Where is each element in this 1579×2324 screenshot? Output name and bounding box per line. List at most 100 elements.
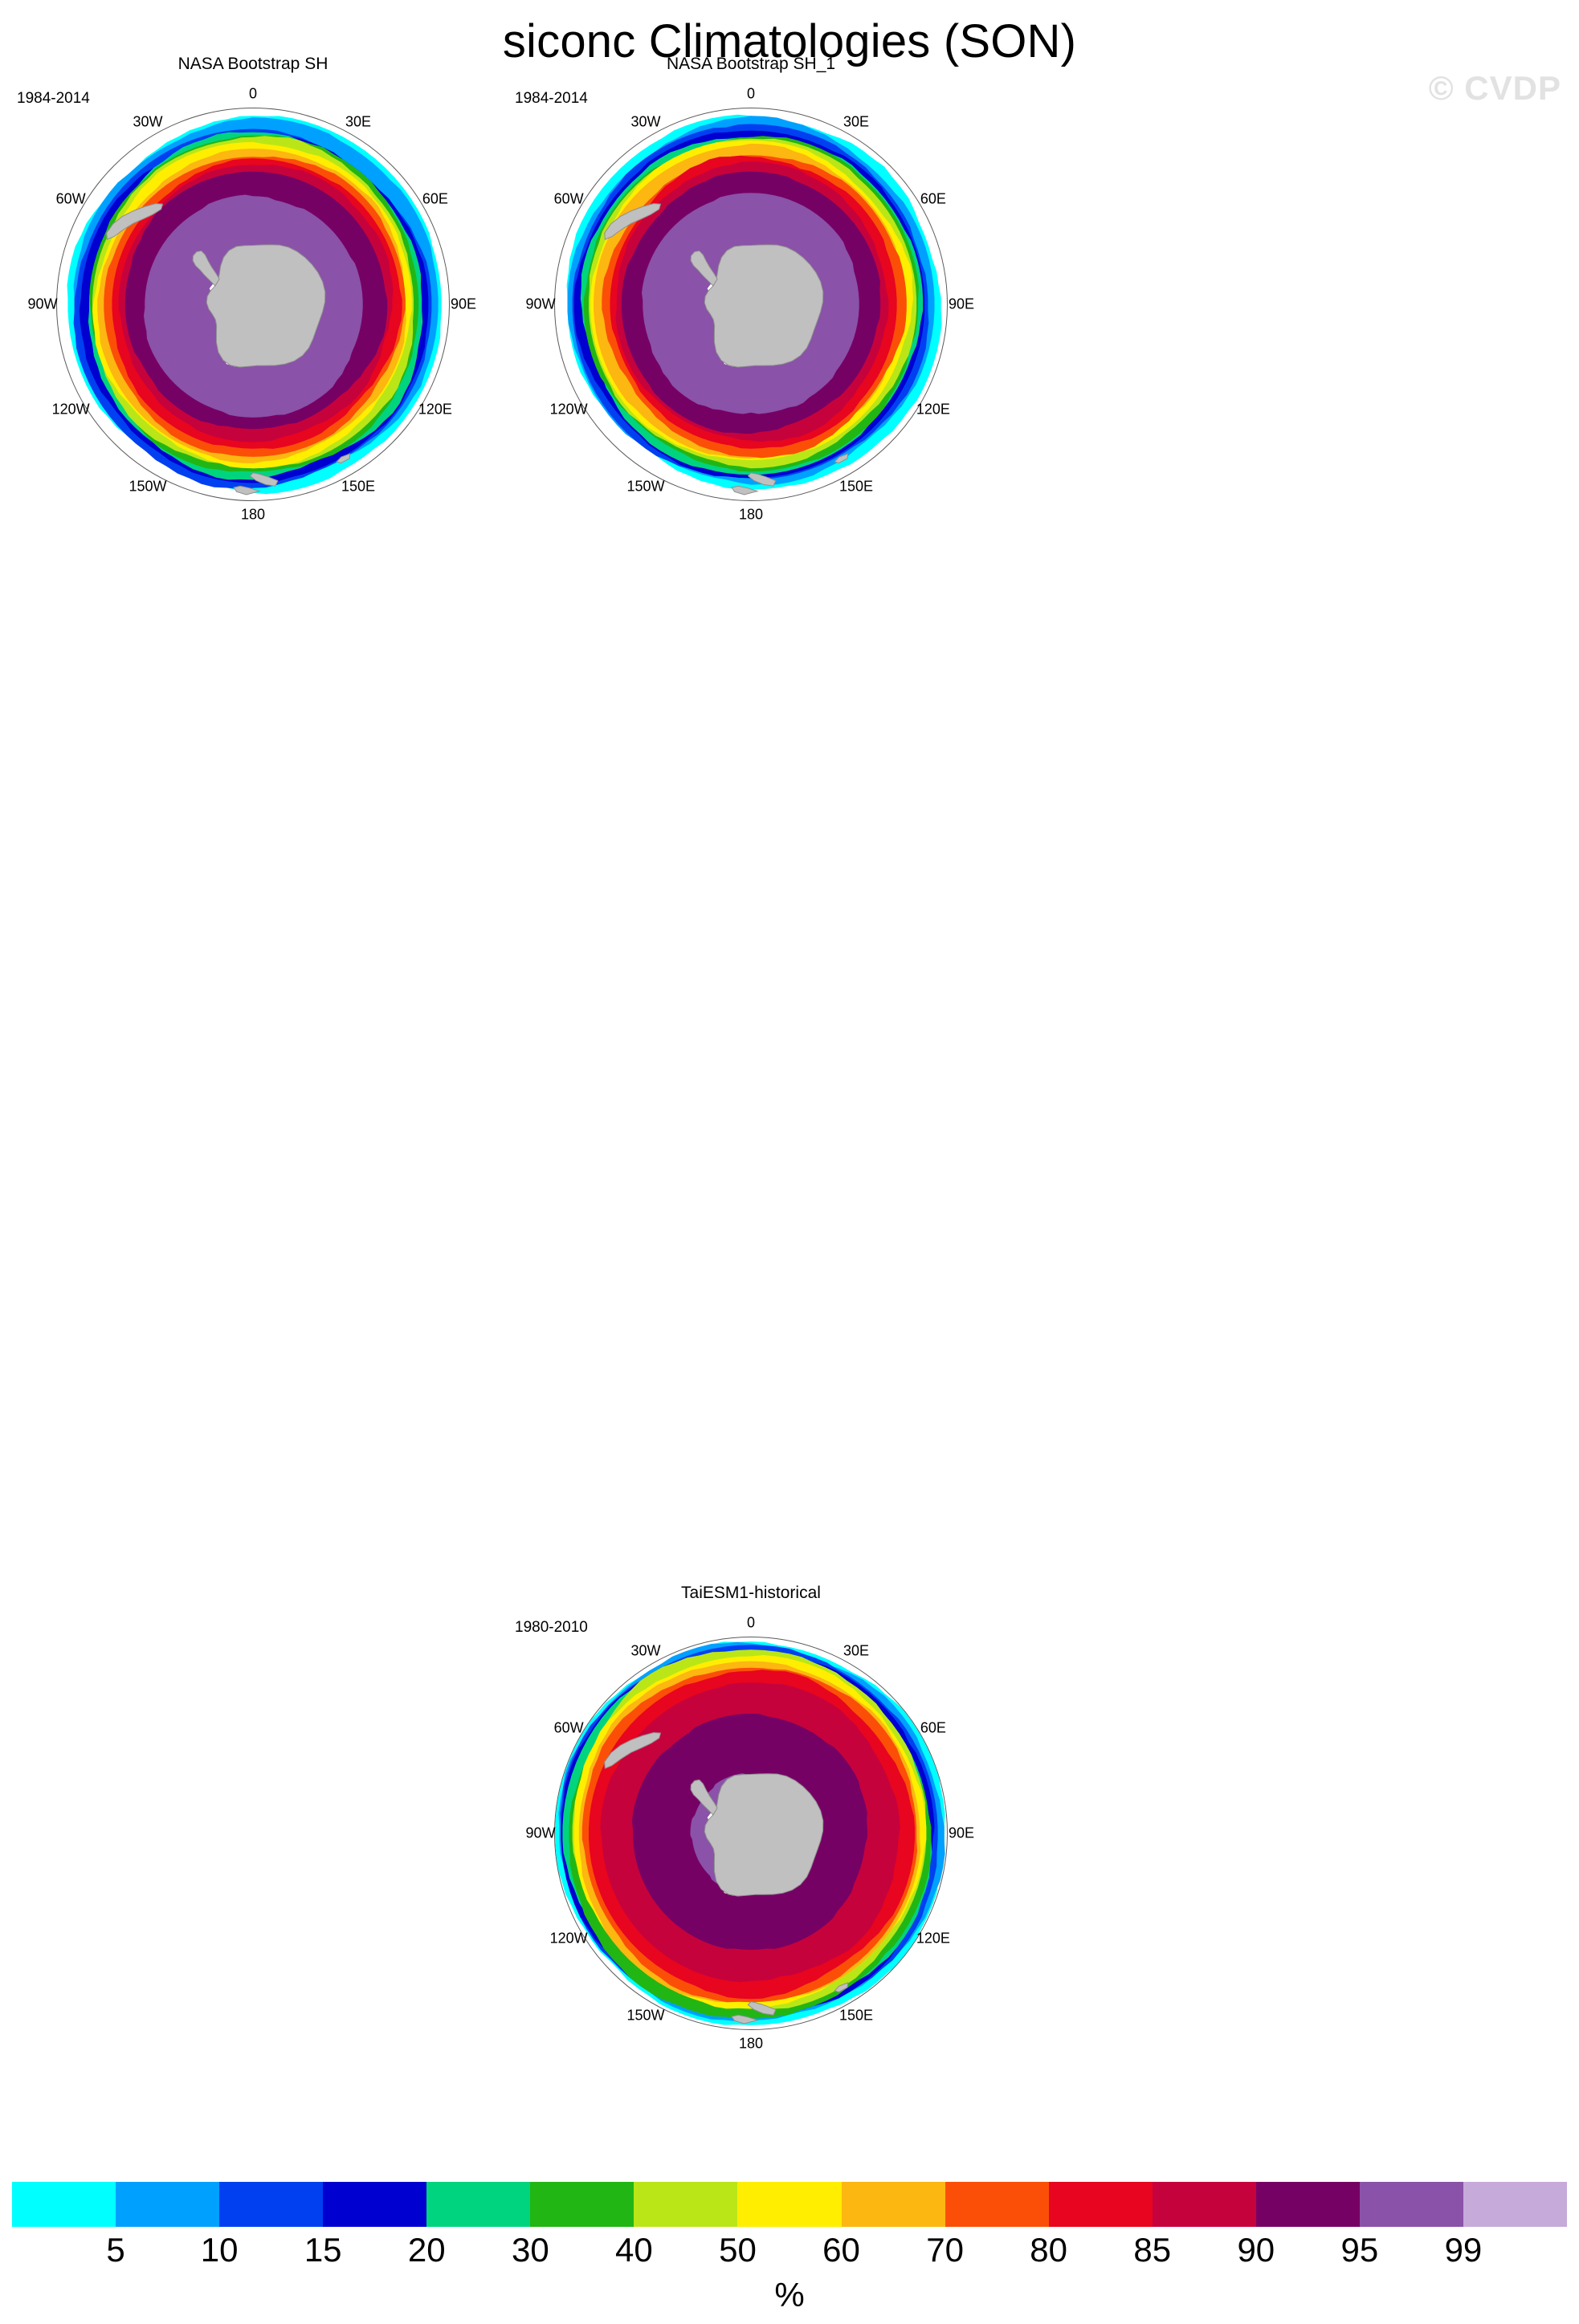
map-panel-nasa-bootstrap-sh[interactable]: NASA Bootstrap SH 1984-2014 0 30E 60E 90E 12… [0,55,510,569]
longitude-label-180: 180 [738,506,764,523]
longitude-label-150E: 150E [341,478,376,495]
sea-ice-field [67,116,442,495]
polar-map[interactable]: 0 30E 60E 90E 120E 150E 180 150W 120W 90W 60W 30W [525,1604,975,2054]
colorbar-tick: 85 [1133,2231,1172,2269]
longitude-label-60E: 60E [422,190,448,207]
colorbar-cell [945,2182,1049,2227]
colorbar-tick: 70 [926,2231,964,2269]
south-america [604,202,662,240]
longitude-label-30W: 30W [133,113,163,130]
longitude-label-180: 180 [240,506,266,523]
longitude-label-30W: 30W [630,1642,661,1659]
longitude-label-150E: 150E [838,478,874,495]
colorbar-cell [1359,2182,1463,2227]
longitude-label-120E: 120E [418,401,452,418]
longitude-label-120W: 120W [549,1930,588,1947]
polar-map[interactable]: 0 30E 60E 90E 120E 150E 180 150W 120W 90W 60W 30W [525,75,974,525]
panel-title: NASA Bootstrap SH_1 [666,55,836,73]
colorbar-cell [1463,2182,1567,2227]
longitude-label-150E: 150E [838,2007,874,2024]
longitude-label-120W: 120W [51,401,90,418]
new-zealand-north-island [233,485,261,495]
new-zealand-north-island [731,2014,759,2024]
longitude-label-0: 0 [248,85,258,102]
longitude-label-0: 0 [746,1614,756,1631]
longitude-label-60W: 60W [553,190,584,207]
antarctica-landmass [704,1773,824,1897]
colorbar-cell [634,2182,738,2227]
south-america [604,1731,662,1769]
new-zealand-south-island [747,2001,777,2016]
panel-period: 1984-2014 [515,90,588,107]
longitude-label-30E: 30E [843,113,870,130]
longitude-label-90E: 90E [948,1825,975,1841]
panel-period: 1984-2014 [17,90,90,107]
longitude-label-30W: 30W [630,113,661,130]
panel-period: 1980-2010 [515,1619,588,1636]
longitude-label-90E: 90E [450,296,477,312]
colorbar-tick: 40 [615,2231,653,2269]
colorbar-cell [737,2182,842,2227]
map-panel-taiesm1-historical[interactable]: TaiESM1-historical 1980-2010 0 30E 60E 90E 1… [494,1584,1008,2098]
new-zealand-north-island [731,485,759,495]
antarctic-peninsula [690,250,718,287]
antarctic-peninsula [690,1779,718,1816]
longitude-label-150W: 150W [626,478,665,495]
colorbar[interactable] [12,2182,1567,2227]
colorbar-tick: 95 [1340,2231,1379,2269]
tasmania [834,453,849,464]
antarctica-landmass [704,244,824,368]
colorbar-tick: 60 [822,2231,860,2269]
longitude-label-120W: 120W [549,401,588,418]
colorbar-cell [1255,2182,1360,2227]
longitude-label-90W: 90W [525,1825,556,1841]
longitude-label-30E: 30E [843,1642,870,1659]
colorbar-tick: 15 [304,2231,342,2269]
tasmania [834,1982,849,1993]
colorbar-tick: 99 [1444,2231,1483,2269]
map-panel-nasa-bootstrap-sh-1[interactable]: NASA Bootstrap SH_1 1984-2014 0 30E 60E 90E… [494,55,1008,569]
longitude-label-60E: 60E [920,1719,946,1736]
colorbar-cell [116,2182,220,2227]
colorbar-tick: 5 [106,2231,125,2269]
longitude-label-90W: 90W [525,296,556,312]
longitude-label-0: 0 [746,85,756,102]
longitude-label-120E: 120E [916,401,950,418]
colorbar-tick: 20 [407,2231,446,2269]
tasmania [336,453,351,464]
longitude-label-30E: 30E [345,113,372,130]
colorbar-cell [426,2182,531,2227]
colorbar-tick: 90 [1237,2231,1275,2269]
polar-map[interactable]: 0 30E 60E 90E 120E 150E 180 150W 120W 90W 60W 30W [27,75,477,525]
south-america [106,202,164,240]
longitude-label-150W: 150W [626,2007,665,2024]
sea-ice-field [555,1641,945,2025]
new-zealand-south-island [249,472,279,487]
colorbar-tick: 10 [200,2231,239,2269]
panel-title: TaiESM1-historical [681,1584,821,1602]
colorbar-tick: 80 [1030,2231,1068,2269]
longitude-label-90W: 90W [27,296,58,312]
colorbar-cell [841,2182,945,2227]
colorbar-cell [323,2182,427,2227]
colorbar-cell [1048,2182,1153,2227]
longitude-label-120E: 120E [916,1930,950,1947]
colorbar-tick-labels: 5 10 15 20 30 40 50 60 70 80 85 90 95 99 [12,2231,1567,2276]
colorbar-cell [530,2182,634,2227]
colorbar-cell [219,2182,324,2227]
colorbar-cell [1152,2182,1256,2227]
page-title: siconc Climatologies (SON) [502,15,1077,67]
colorbar-tick: 50 [719,2231,757,2269]
longitude-label-60W: 60W [55,190,86,207]
colorbar-units-label: % [774,2276,805,2314]
antarctica-landmass [206,244,326,368]
colorbar-tick: 30 [511,2231,549,2269]
longitude-label-60W: 60W [553,1719,584,1736]
new-zealand-south-island [747,472,777,487]
longitude-label-150W: 150W [129,478,167,495]
colorbar-cell [12,2182,116,2227]
antarctic-peninsula [192,250,220,287]
longitude-label-180: 180 [738,2035,764,2052]
cvdp-watermark: © CVDP [1428,69,1561,107]
panel-title: NASA Bootstrap SH [177,55,328,73]
